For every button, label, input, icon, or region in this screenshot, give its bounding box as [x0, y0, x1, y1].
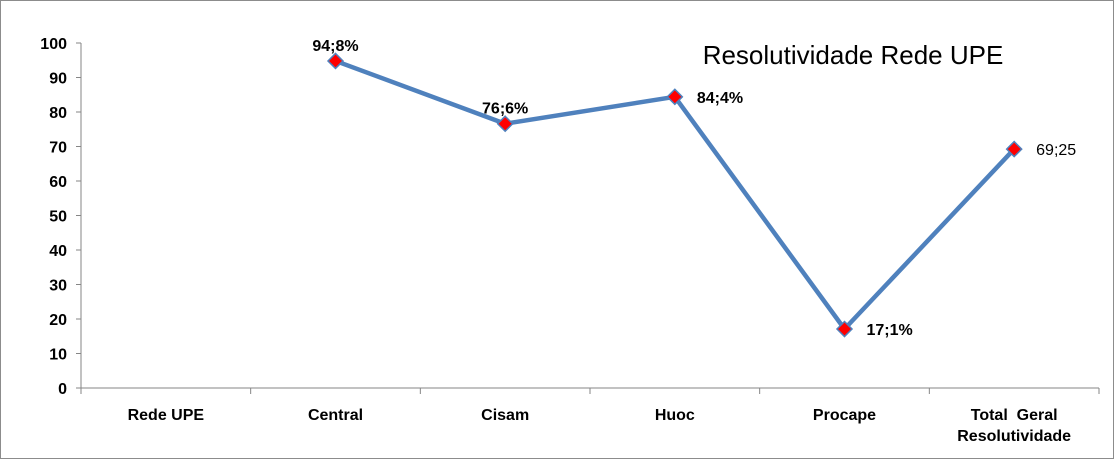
x-category-label: Rede UPE	[128, 407, 205, 424]
data-point-marker	[496, 115, 514, 133]
y-tick-label: 10	[49, 347, 67, 364]
x-category-label-line: Rede UPE	[128, 407, 205, 424]
data-point-marker	[326, 52, 345, 70]
data-label: 94;8%	[312, 38, 358, 55]
x-category-label-line: Resolutividade	[957, 428, 1071, 445]
y-tick-label: 30	[49, 278, 67, 295]
data-label: 84;4%	[697, 90, 743, 107]
x-category-label: Procape	[813, 407, 876, 424]
x-category-label: Cisam	[481, 407, 529, 424]
x-category-label-line: Procape	[813, 407, 876, 424]
data-point-marker	[666, 88, 684, 106]
data-point-marker	[1005, 140, 1023, 158]
axes	[76, 42, 1100, 394]
series-markers	[326, 52, 1023, 338]
y-tick-label: 90	[49, 71, 67, 88]
x-category-label-line: Huoc	[655, 407, 695, 424]
data-point-marker	[835, 320, 854, 338]
y-tick-label: 80	[49, 105, 67, 122]
data-label: 76;6%	[482, 101, 528, 118]
y-tick-label: 50	[49, 209, 67, 226]
x-category-label-line: Total Geral	[971, 407, 1058, 424]
x-category-label-line: Cisam	[481, 407, 529, 424]
data-label: 69;25	[1036, 142, 1076, 159]
data-labels: 94;8% 76;6% 84;4% 17;1% 69;25	[312, 38, 1076, 339]
y-tick-label: 0	[58, 381, 67, 398]
chart-title: Resolutividade Rede UPE	[703, 40, 1004, 70]
x-category-label: Central	[308, 407, 363, 424]
x-category-labels: Rede UPE Central Cisam Huoc Procape Total Ger…	[128, 407, 1072, 445]
y-tick-label: 40	[49, 243, 67, 260]
x-category-label: Total Geral Resolutividade	[957, 407, 1071, 445]
y-tick-label: 60	[49, 174, 67, 191]
y-tick-label: 20	[49, 312, 67, 329]
y-tick-labels: 0 10 20 30 40 50 60 70 80 90 100	[40, 36, 67, 398]
x-category-label: Huoc	[655, 407, 695, 424]
data-label: 17;1%	[867, 322, 913, 339]
x-category-label-line: Central	[308, 407, 363, 424]
y-tick-label: 100	[40, 36, 67, 53]
y-tick-label: 70	[49, 140, 67, 157]
